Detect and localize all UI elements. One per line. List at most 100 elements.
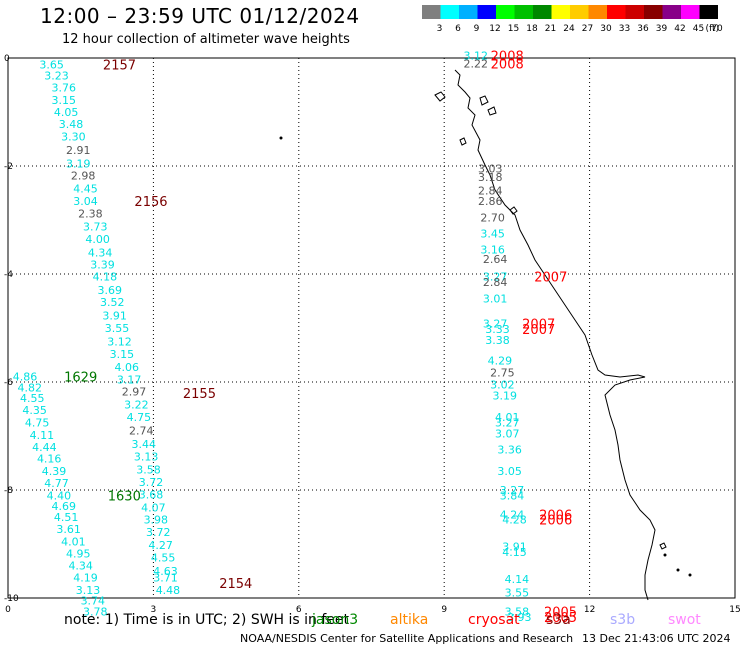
wave-height-value: 3.16 (480, 244, 505, 257)
page-title: 12:00 – 23:59 UTC 01/12/2024 (40, 4, 360, 28)
wave-height-value: 3.65 (39, 58, 64, 71)
legend-swatch (422, 5, 441, 19)
track-id-label: 2006 (539, 508, 572, 523)
island-6 (659, 542, 667, 550)
legend-swatch (551, 5, 570, 19)
wave-height-value: 3.27 (495, 417, 520, 430)
legend-swatch (681, 5, 700, 19)
wave-height-value: 3.02 (490, 379, 515, 392)
legend-swatch (588, 5, 607, 19)
wave-height-value: 4.48 (156, 584, 181, 597)
wave-height-value: 4.63 (153, 565, 178, 578)
wave-height-value: 3.27 (483, 271, 508, 284)
wave-height-value: 2.75 (490, 366, 515, 379)
wave-height-value: 4.16 (37, 453, 62, 466)
legend-label: 6 (455, 24, 461, 34)
x-tick-label: 0 (5, 605, 11, 615)
wave-height-value: 4.55 (20, 392, 45, 405)
track-id-label: 2156 (134, 195, 167, 210)
wave-height-value: 3.23 (44, 69, 69, 82)
wave-height-value: 3.05 (497, 465, 522, 478)
wave-height-value: 3.69 (98, 284, 123, 297)
wave-height-value: 3.55 (505, 587, 530, 600)
wave-height-value: 4.29 (488, 354, 513, 367)
wave-height-value: 4.55 (151, 552, 176, 565)
track-id-label: 2005 (544, 611, 577, 626)
wave-height-value: 4.95 (66, 548, 91, 561)
track-id-label: 2005 (544, 606, 577, 621)
wave-height-value: 2.70 (480, 211, 505, 224)
wave-height-value: 4.01 (61, 535, 86, 548)
track-id-label: 2007 (522, 323, 555, 338)
island-8 (663, 553, 667, 557)
legend-label: 36 (637, 24, 649, 34)
wave-height-value: 3.04 (73, 195, 98, 208)
wave-height-value: 2.86 (478, 195, 503, 208)
footer-credit: NOAA/NESDIS Center for Satellite Applica… (240, 632, 574, 645)
wave-height-value: 3.84 (500, 489, 525, 502)
wave-height-value: 2.22 (463, 57, 488, 70)
track-values: 3.653.233.763.154.053.483.302.913.192.98… (13, 49, 532, 624)
wave-height-value: 3.15 (51, 94, 76, 107)
wave-height-value: 3.27 (500, 484, 525, 497)
island-7 (279, 136, 283, 140)
legend-swatch (440, 5, 459, 19)
wave-height-value: 2.74 (129, 425, 154, 438)
wave-height-value: 3.44 (131, 438, 156, 451)
wave-height-value: 4.19 (73, 571, 98, 584)
wave-height-value: 3.33 (485, 323, 510, 336)
wave-height-value: 4.35 (22, 404, 47, 417)
legend-swatches: 3 6 9 12 15 18 21 24 27 30 33 36 39 42 45 70(ft) (422, 5, 723, 34)
island-3 (487, 106, 497, 116)
wave-height-value: 2.84 (478, 184, 503, 197)
wave-height-value: 4.82 (18, 381, 43, 394)
wave-height-value: 4.40 (47, 489, 72, 502)
wave-height-value: 3.12 (107, 336, 132, 349)
satellite-jason3: jason3 (312, 612, 359, 628)
track-id-label: 2008 (491, 49, 524, 64)
wave-height-value: 3.72 (146, 526, 171, 539)
page-subtitle: 12 hour collection of altimeter wave hei… (62, 32, 350, 47)
legend-swatch (570, 5, 589, 19)
coastline (279, 69, 692, 601)
wave-height-value: 4.39 (42, 465, 67, 478)
wave-height-value: 3.68 (139, 488, 164, 501)
legend-swatch (644, 5, 663, 19)
wave-height-value: 3.19 (493, 390, 518, 403)
footer-note: note: 1) Time is in UTC; 2) SWH is in fe… (64, 612, 350, 628)
wave-height-value: 3.91 (102, 310, 127, 323)
track-id-label: 1630 (108, 489, 141, 504)
wave-height-value: 4.44 (32, 441, 57, 454)
wave-height-value: 3.30 (61, 130, 86, 143)
legend-swatch (662, 5, 681, 19)
wave-height-value: 2.98 (71, 170, 96, 183)
y-tick-label: -4 (4, 270, 13, 280)
wave-height-value: 4.06 (114, 361, 139, 374)
wave-height-value: 3.52 (100, 296, 125, 309)
wave-height-value: 4.28 (502, 514, 527, 527)
track-ids: 2157215621552154162916302008200820072007… (64, 49, 577, 626)
wave-height-value: 3.27 (483, 318, 508, 331)
wave-height-value: 4.45 (73, 183, 98, 196)
legend-label: 39 (656, 24, 668, 34)
island-9 (676, 568, 680, 572)
wave-height-value: 3.13 (134, 451, 159, 464)
x-tick-label: 3 (151, 605, 157, 615)
track-id-label: 2007 (534, 271, 567, 286)
wave-height-value: 3.36 (497, 444, 522, 457)
x-tick-label: 9 (441, 605, 447, 615)
wave-height-value: 4.75 (127, 411, 152, 424)
legend-label: 30 (600, 24, 612, 34)
wave-height-value: 3.98 (144, 514, 169, 527)
track-id-label: 2007 (522, 318, 555, 333)
grid-lines (7, 57, 736, 599)
y-tick-label: 0 (4, 54, 10, 64)
island-10 (688, 573, 692, 577)
wave-height-value: 4.14 (505, 573, 530, 586)
island-1 (434, 91, 446, 102)
footer-date: 13 Dec 21:43:06 UTC 2024 (582, 632, 731, 645)
wave-height-value: 3.61 (56, 523, 81, 536)
wave-height-value: 4.15 (502, 546, 527, 559)
wave-height-value: 4.51 (54, 511, 79, 524)
